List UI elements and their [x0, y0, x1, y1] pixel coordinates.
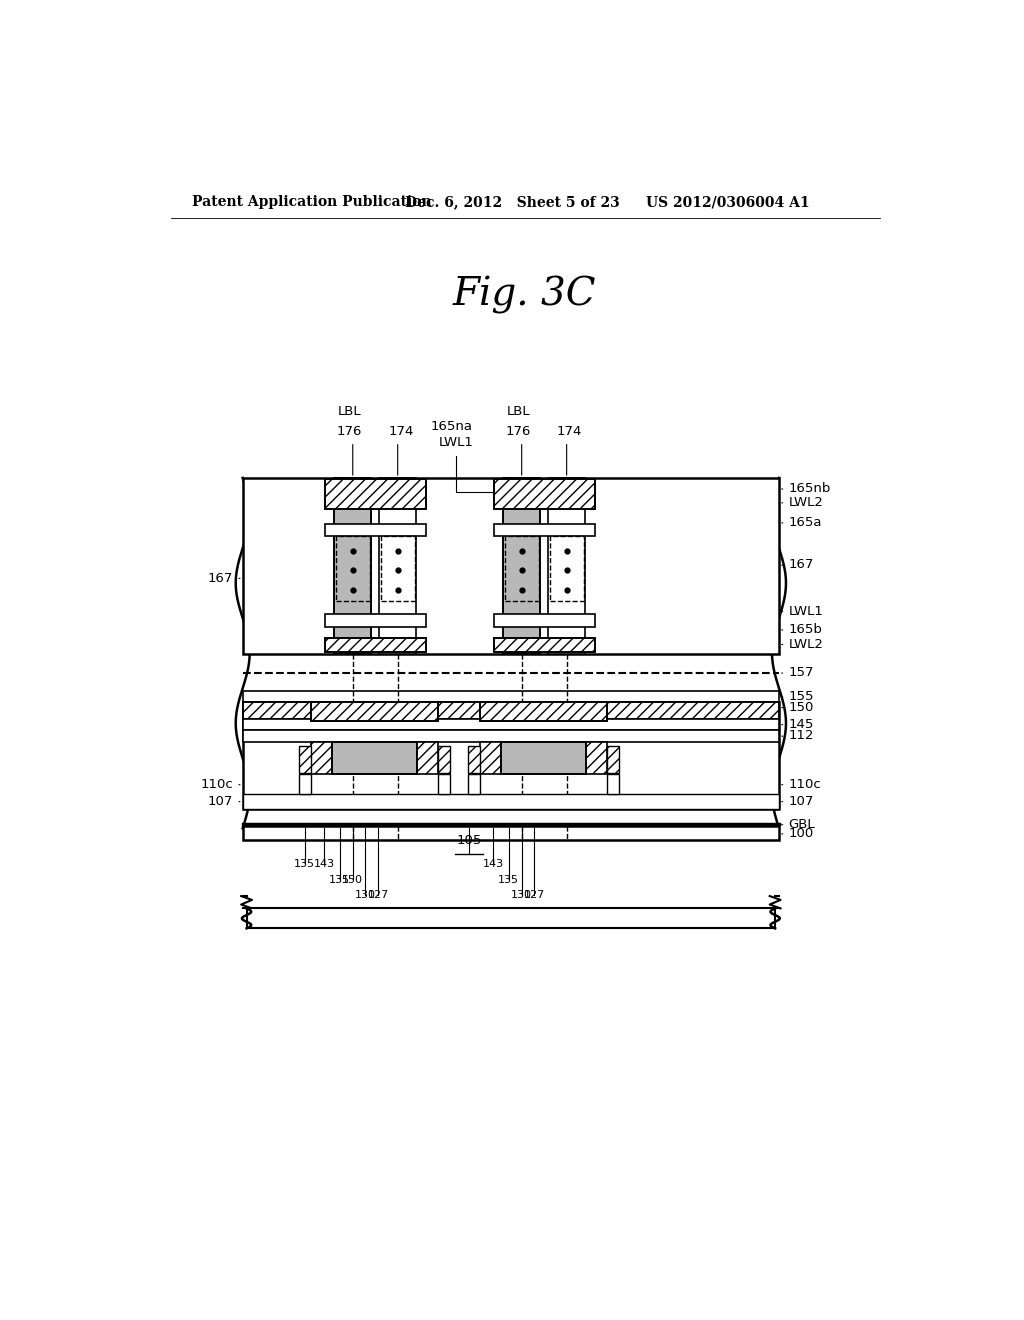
Text: 143: 143: [313, 859, 335, 869]
Bar: [243, 692, 779, 702]
Text: 127: 127: [523, 890, 545, 900]
Bar: [494, 614, 595, 627]
Text: 105: 105: [457, 834, 481, 847]
Text: 167: 167: [781, 558, 814, 572]
Bar: [243, 702, 779, 809]
Text: LWL2: LWL2: [781, 638, 823, 651]
Text: 127: 127: [368, 890, 389, 900]
Text: LWL2: LWL2: [781, 496, 823, 510]
Text: 145: 145: [781, 718, 814, 731]
Text: 100: 100: [781, 828, 813, 841]
Bar: [243, 702, 779, 719]
Text: LWL1: LWL1: [438, 436, 473, 449]
Bar: [548, 478, 586, 653]
Bar: [468, 746, 480, 774]
Bar: [325, 638, 426, 652]
Bar: [494, 638, 595, 652]
Text: 110c: 110c: [781, 777, 821, 791]
Bar: [243, 719, 779, 730]
Bar: [299, 775, 311, 795]
Bar: [299, 746, 311, 774]
Bar: [325, 614, 426, 627]
Bar: [311, 702, 438, 721]
Bar: [480, 742, 501, 775]
Bar: [247, 908, 775, 928]
Text: 107: 107: [781, 795, 814, 808]
Text: 155: 155: [781, 690, 814, 704]
Bar: [503, 478, 541, 653]
Text: GBL: GBL: [781, 818, 815, 832]
Text: 143: 143: [482, 859, 504, 869]
Text: US 2012/0306004 A1: US 2012/0306004 A1: [646, 195, 809, 210]
Bar: [311, 742, 332, 775]
Bar: [243, 730, 779, 742]
Text: 165a: 165a: [781, 516, 822, 529]
Bar: [501, 742, 586, 775]
Text: 176: 176: [337, 425, 362, 438]
Bar: [505, 536, 539, 601]
Bar: [336, 536, 370, 601]
Text: 167: 167: [208, 572, 240, 585]
Text: 107: 107: [208, 795, 240, 808]
Text: Fig. 3C: Fig. 3C: [453, 276, 597, 314]
Text: LBL: LBL: [338, 405, 361, 418]
Bar: [438, 775, 450, 795]
Text: 112: 112: [781, 730, 814, 742]
Bar: [494, 479, 595, 508]
Text: 174: 174: [557, 425, 583, 438]
Bar: [325, 479, 426, 508]
Bar: [607, 775, 618, 795]
Bar: [607, 746, 618, 774]
Bar: [379, 478, 417, 653]
Text: 165na: 165na: [431, 420, 473, 433]
Bar: [334, 478, 372, 653]
Bar: [438, 746, 450, 774]
Text: LWL1: LWL1: [781, 605, 823, 618]
Bar: [586, 742, 607, 775]
Bar: [468, 775, 480, 795]
Bar: [417, 742, 438, 775]
Text: 135: 135: [294, 859, 315, 869]
Bar: [332, 742, 417, 775]
Text: 150: 150: [781, 701, 814, 714]
Text: 135: 135: [329, 875, 350, 884]
Bar: [381, 536, 415, 601]
Bar: [494, 524, 595, 536]
Bar: [243, 826, 779, 840]
Bar: [480, 702, 607, 721]
Bar: [243, 795, 779, 809]
Text: 176: 176: [506, 425, 531, 438]
Bar: [243, 478, 779, 653]
Text: 110c: 110c: [201, 777, 240, 791]
Text: Dec. 6, 2012   Sheet 5 of 23: Dec. 6, 2012 Sheet 5 of 23: [404, 195, 620, 210]
Text: LBL: LBL: [507, 405, 530, 418]
Text: 135: 135: [498, 875, 519, 884]
Text: 174: 174: [388, 425, 414, 438]
Text: Patent Application Publication: Patent Application Publication: [191, 195, 431, 210]
Text: 165b: 165b: [781, 623, 822, 636]
Bar: [325, 524, 426, 536]
Text: 165nb: 165nb: [781, 482, 830, 495]
Bar: [550, 536, 584, 601]
Text: 150: 150: [342, 875, 364, 884]
Text: 130: 130: [354, 890, 376, 900]
Text: 157: 157: [781, 667, 814, 680]
Text: 130: 130: [511, 890, 532, 900]
